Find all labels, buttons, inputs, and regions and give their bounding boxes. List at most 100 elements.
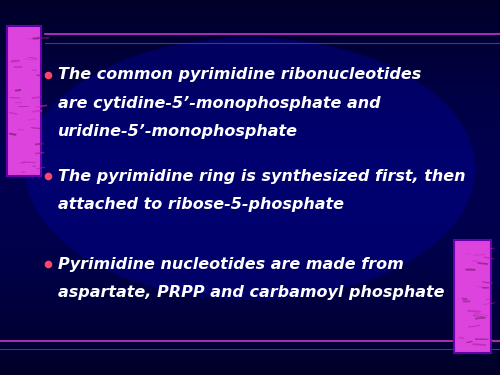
Bar (0, 69, 500, 70)
Bar (0, 276, 500, 278)
Bar (0, 315, 500, 316)
Bar (0, 202, 500, 204)
Bar (0, 153, 500, 154)
Bar (0, 125, 500, 126)
Bar (0, 336, 500, 338)
Bar (0, 168, 500, 169)
Bar (0, 21, 500, 22)
Bar (0, 220, 500, 221)
Bar (0, 150, 500, 151)
Bar (0, 169, 500, 170)
Bar (0, 184, 500, 185)
Bar (0, 333, 500, 334)
Bar (0, 286, 500, 288)
Bar (0, 198, 500, 199)
Bar (0, 324, 500, 325)
Bar (0, 314, 500, 315)
Bar (0, 288, 500, 289)
Bar (0, 90, 500, 91)
Bar (0, 210, 500, 211)
Bar (0, 248, 500, 249)
Bar (0, 134, 500, 135)
Bar (0, 11, 500, 12)
Bar (0, 26, 500, 27)
Bar (0, 291, 500, 292)
Bar (0, 239, 500, 240)
Bar (0, 121, 500, 123)
Text: The pyrimidine ring is synthesized first, then: The pyrimidine ring is synthesized first… (58, 169, 465, 184)
Bar (0, 284, 500, 285)
Bar (0, 54, 500, 55)
Bar (0, 209, 500, 210)
Bar (0, 66, 500, 68)
Bar (0, 366, 500, 368)
Bar (0, 39, 500, 40)
Bar (0, 296, 500, 297)
Bar (0, 205, 500, 206)
Bar (0, 80, 500, 81)
Bar (0, 19, 500, 20)
Bar (0, 104, 500, 105)
Bar (0, 243, 500, 244)
Bar (0, 299, 500, 300)
Bar (0, 325, 500, 326)
Bar (0, 316, 500, 318)
Bar (0, 270, 500, 271)
Bar (0, 264, 500, 265)
Bar (0, 351, 500, 352)
Bar (0, 274, 500, 275)
Bar (0, 49, 500, 50)
Bar (0, 278, 500, 279)
Bar (0, 297, 500, 299)
Bar (0, 78, 500, 79)
Bar (0, 251, 500, 252)
Bar (0, 374, 500, 375)
Bar (0, 183, 500, 184)
Bar (0, 368, 500, 369)
Bar (0, 334, 500, 335)
Bar (0, 116, 500, 117)
Bar (0, 36, 500, 38)
Bar (0, 84, 500, 85)
Bar (0, 300, 500, 301)
Text: uridine-5’-monophosphate: uridine-5’-monophosphate (58, 124, 298, 139)
Bar (0, 159, 500, 160)
Bar (0, 109, 500, 110)
Bar (0, 144, 500, 145)
Bar (0, 342, 500, 344)
Bar (0, 199, 500, 200)
Bar (0, 252, 500, 254)
Bar (0, 81, 500, 82)
Bar (0, 236, 500, 237)
Bar (0, 271, 500, 273)
Bar (0, 191, 500, 192)
Bar (0, 354, 500, 355)
Bar (0, 207, 500, 209)
Bar (0, 282, 500, 284)
Bar (0, 31, 500, 33)
Ellipse shape (25, 38, 475, 300)
Bar (0, 85, 500, 86)
Bar (0, 70, 500, 71)
Bar (0, 166, 500, 168)
Bar (0, 171, 500, 172)
Bar (0, 234, 500, 235)
Bar (0, 338, 500, 339)
Bar (0, 258, 500, 259)
Bar (0, 246, 500, 248)
Bar (0, 119, 500, 120)
Bar (0, 269, 500, 270)
Bar (0, 48, 500, 49)
Bar (0, 94, 500, 95)
Bar (0, 309, 500, 310)
Bar (0, 221, 500, 222)
Bar (0, 217, 500, 219)
Text: Pyrimidine nucleotides are made from: Pyrimidine nucleotides are made from (58, 257, 403, 272)
Bar (0, 371, 500, 372)
Bar (0, 44, 500, 45)
Bar (0, 194, 500, 195)
Bar (0, 369, 500, 370)
Bar (0, 267, 500, 269)
Bar (0, 289, 500, 290)
Bar (0, 96, 500, 98)
